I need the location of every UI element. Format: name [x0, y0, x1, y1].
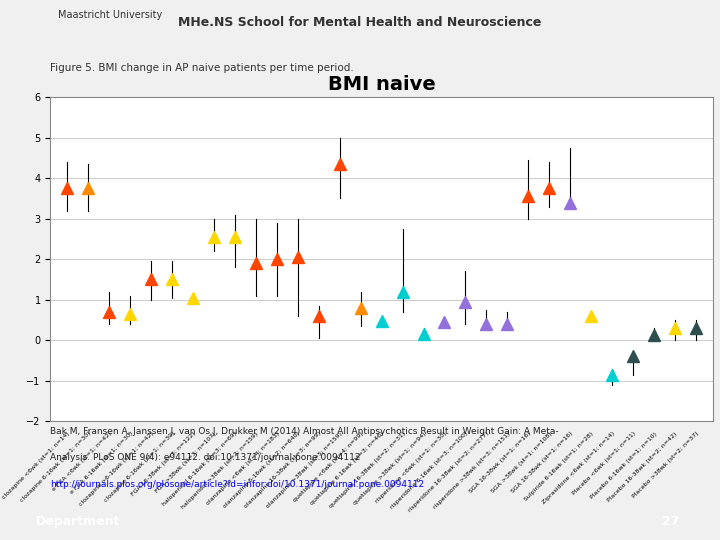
Text: Maastricht University: Maastricht University — [58, 10, 162, 20]
Text: Analysis. PLoS ONE 9(4): e94112. doi:10.1371/journal.pone.0094112: Analysis. PLoS ONE 9(4): e94112. doi:10.… — [50, 453, 361, 462]
Text: Bak M, Fransen A, Janssen J, van Os J, Drukker M (2014) Almost All Antipsychotic: Bak M, Fransen A, Janssen J, van Os J, D… — [50, 427, 559, 436]
Title: BMI naive: BMI naive — [328, 75, 436, 94]
Text: MHe.NS School for Mental Health and Neuroscience: MHe.NS School for Mental Health and Neur… — [179, 16, 541, 29]
Text: Figure 5. BMI change in AP naive patients per time period.: Figure 5. BMI change in AP naive patient… — [50, 63, 354, 73]
Text: http://journals.plos.org/plosone/article?id=infor:doi/10.1371/journal.pone.00941: http://journals.plos.org/plosone/article… — [50, 480, 425, 489]
Text: Department: Department — [36, 515, 120, 528]
Text: 27: 27 — [662, 515, 680, 528]
